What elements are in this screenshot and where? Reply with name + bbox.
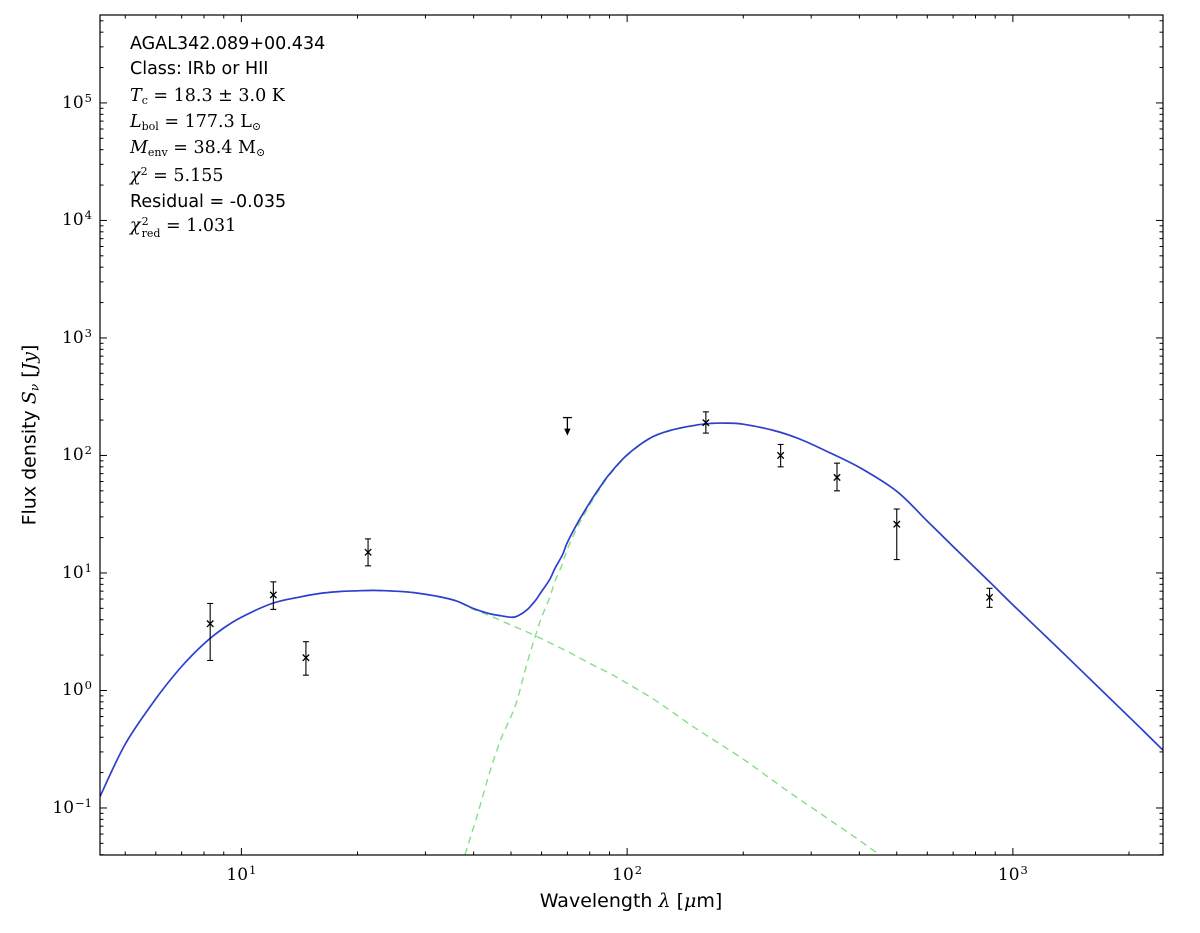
warm-component-curve <box>100 589 881 855</box>
y-tick-label: 102 <box>62 443 92 466</box>
tc-symbol: T <box>130 86 142 106</box>
annotation-class: Class: IRb or HII <box>130 59 269 79</box>
y-axis-label: Flux density Sν [Jy] <box>19 345 42 526</box>
y-axis-bracket-close: ] <box>18 344 41 353</box>
chi2-value: = 5.155 <box>147 166 224 186</box>
annotation-chi2red: χ 2 red = 1.031 <box>130 216 236 239</box>
chi2red-supsub: 2 red <box>142 216 161 239</box>
annotation-lbol: Lbol = 177.3 L⊙ <box>130 112 261 134</box>
annotation-chi2: χ2 = 5.155 <box>130 165 224 186</box>
x-axis-bracket: [ <box>670 890 684 912</box>
data-points <box>206 411 994 676</box>
lbol-sun-symbol: ⊙ <box>251 120 262 133</box>
x-axis-label: Wavelength λ [μm] <box>540 890 723 912</box>
chi2red-subscript: red <box>141 226 161 240</box>
tc-subscript: c <box>141 94 148 107</box>
x-axis-label-text: Wavelength <box>539 890 659 912</box>
y-tick-label: 100 <box>62 678 92 701</box>
annotation-menv: Menv = 38.4 M⊙ <box>130 138 265 160</box>
lambda-symbol: λ <box>658 890 671 912</box>
annotation-tc: Tc = 18.3 ± 3.0 K <box>130 86 285 108</box>
chi2red-symbol: χ <box>130 216 141 237</box>
chi2-symbol: χ <box>130 166 141 186</box>
y-axis-unit: Jy <box>18 352 41 371</box>
y-axis-bracket: [ <box>18 370 41 384</box>
menv-sun-symbol: ⊙ <box>255 146 266 159</box>
chi2red-value: = 1.031 <box>160 216 237 237</box>
x-tick-label: 102 <box>612 863 643 885</box>
y-tick-label: 105 <box>62 90 92 113</box>
model-curves <box>100 422 1163 855</box>
upper-limit-marker <box>562 416 572 436</box>
annotation-residual: Residual = -0.035 <box>130 192 287 212</box>
chi2-exponent: 2 <box>140 165 148 178</box>
y-tick-label: 103 <box>62 325 92 348</box>
flux-symbol: S <box>18 391 41 405</box>
lbol-subscript: bol <box>141 120 159 133</box>
tc-value: = 18.3 ± 3.0 K <box>147 86 285 106</box>
x-tick-label: 103 <box>997 863 1028 885</box>
x-tick-label: 101 <box>226 863 257 885</box>
mu-symbol: μ <box>683 890 697 912</box>
menv-value: = 38.4 M <box>167 138 256 158</box>
lbol-symbol: L <box>130 112 142 132</box>
menv-subscript: env <box>147 146 168 159</box>
y-tick-label: 101 <box>62 560 92 583</box>
nu-subscript: ν <box>27 383 42 392</box>
y-tick-label: 104 <box>62 208 92 231</box>
y-axis-label-text: Flux density <box>18 404 41 526</box>
annotation-source-name: AGAL342.089+00.434 <box>130 34 326 54</box>
y-tick-label: 10−1 <box>52 795 92 818</box>
x-axis-unit: m] <box>696 890 723 912</box>
plot-frame <box>99 14 1164 856</box>
menv-symbol: M <box>130 138 148 158</box>
cold-component-curve <box>464 422 1163 855</box>
model-total-curve <box>100 422 1163 797</box>
chi2red-exponent: 2 <box>141 215 149 228</box>
lbol-value: = 177.3 L <box>158 112 252 132</box>
